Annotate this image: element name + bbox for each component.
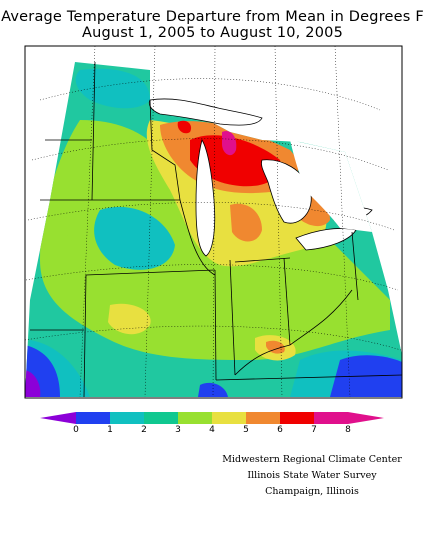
legend-swatch	[178, 412, 212, 424]
lake-superior	[148, 98, 263, 126]
in-mi-border	[234, 257, 291, 263]
legend-swatch	[212, 412, 246, 424]
il-in-border	[229, 259, 236, 376]
field-0-southwest	[25, 370, 41, 397]
legend-label-5: 5	[243, 425, 249, 435]
legend-arrow-left	[40, 412, 76, 424]
ia-mo-border	[85, 269, 216, 276]
legend-label-0: 0	[73, 425, 79, 435]
field-7-superior	[177, 120, 192, 134]
lake-huron	[261, 159, 312, 224]
legend-label-6: 6	[277, 425, 283, 435]
mn-wi-border	[149, 99, 181, 201]
il-west	[214, 269, 217, 381]
field-7	[190, 135, 281, 187]
legend-arrow-right	[348, 412, 384, 424]
map-border	[24, 45, 403, 399]
map-title-line1: Average Temperature Departure from Mean …	[1, 9, 424, 25]
field-6-lower-michigan	[230, 203, 262, 242]
legend-label-2: 2	[141, 425, 147, 435]
map-title-line2: August 1, 2005 to August 10, 2005	[82, 25, 343, 41]
mississippi-river	[179, 199, 216, 276]
color-legend	[40, 412, 384, 424]
credit-line2: Illinois State Water Survey	[247, 470, 377, 481]
ks-mo-border	[83, 274, 87, 398]
legend-swatch	[246, 412, 280, 424]
lake-michigan	[195, 138, 216, 257]
ky-tn-border	[215, 374, 403, 381]
oh-pa-border	[351, 231, 359, 301]
legend-label-4: 4	[209, 425, 215, 435]
field-2-iowa	[94, 206, 175, 270]
legend-swatch	[110, 412, 144, 424]
legend-swatch	[76, 412, 110, 424]
mn-nd-border	[91, 61, 96, 201]
legend-label-8: 8	[345, 425, 351, 435]
legend-swatch	[280, 412, 314, 424]
field-5-missouri	[108, 303, 151, 335]
legend-swatch	[314, 412, 348, 424]
lake-erie	[295, 228, 357, 251]
field-6-kentucky	[266, 340, 285, 354]
field-8	[222, 130, 237, 156]
legend-label-3: 3	[175, 425, 181, 435]
graticule	[24, 45, 402, 398]
legend-label-7: 7	[311, 425, 317, 435]
field-1-south	[198, 382, 228, 397]
credit-line3: Champaign, Illinois	[265, 486, 359, 497]
legend-label-1: 1	[107, 425, 113, 435]
in-oh-border	[283, 257, 291, 346]
ohio-river-west	[234, 344, 291, 376]
no-data-area	[290, 140, 372, 232]
ohio-river-east	[289, 289, 353, 346]
credit-line1: Midwestern Regional Climate Center	[222, 454, 402, 465]
legend-swatch	[144, 412, 178, 424]
legend-swatches	[76, 412, 348, 424]
state-boundaries	[30, 61, 403, 398]
